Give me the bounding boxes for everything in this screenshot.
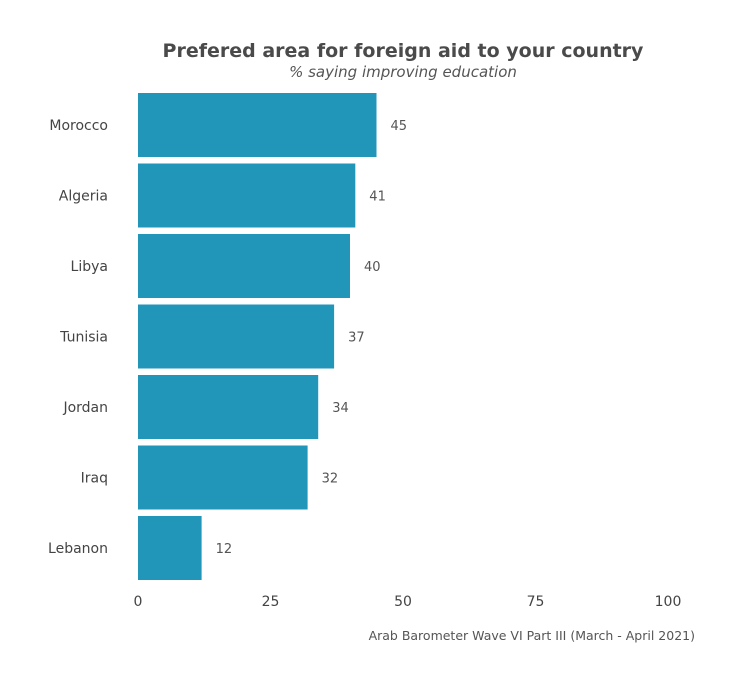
x-tick-label-100: 100 [655, 594, 682, 610]
category-labels: Morocco Algeria Libya Tunisia Jordan Iraq Leba… [48, 118, 108, 557]
bar-jordan [138, 375, 319, 439]
bar-iraq [138, 445, 308, 510]
x-tick-label-25: 25 [262, 594, 280, 610]
x-tick-label-75: 75 [527, 594, 545, 610]
value-label-morocco: 45 [391, 119, 408, 134]
category-label-tunisia: Tunisia [59, 330, 108, 346]
value-label-jordan: 34 [332, 401, 349, 416]
value-label-algeria: 41 [369, 190, 386, 205]
source-caption: Arab Barometer Wave VI Part III (March -… [369, 628, 695, 643]
bar-libya [138, 234, 350, 298]
value-labels: 45 41 40 37 34 32 12 [216, 119, 407, 557]
category-label-algeria: Algeria [59, 189, 108, 205]
x-tick-label-50: 50 [394, 594, 412, 610]
chart-title: Prefered area for foreign aid to your co… [163, 40, 645, 62]
category-label-iraq: Iraq [81, 471, 108, 487]
value-label-lebanon: 12 [216, 542, 233, 557]
category-label-lebanon: Lebanon [48, 541, 108, 557]
category-label-libya: Libya [71, 259, 108, 275]
bar-tunisia [138, 304, 335, 369]
category-label-jordan: Jordan [62, 400, 108, 416]
value-label-tunisia: 37 [348, 331, 365, 346]
value-label-iraq: 32 [322, 472, 339, 487]
bar-lebanon [138, 516, 202, 580]
chart-subtitle: % saying improving education [289, 63, 517, 81]
bar-algeria [138, 163, 356, 228]
x-axis-ticks: 0 25 50 75 100 [134, 594, 682, 610]
category-label-morocco: Morocco [49, 118, 108, 134]
bar-morocco [138, 93, 377, 157]
x-tick-label-0: 0 [134, 594, 143, 610]
bars-group [138, 93, 377, 580]
value-label-libya: 40 [364, 260, 381, 275]
